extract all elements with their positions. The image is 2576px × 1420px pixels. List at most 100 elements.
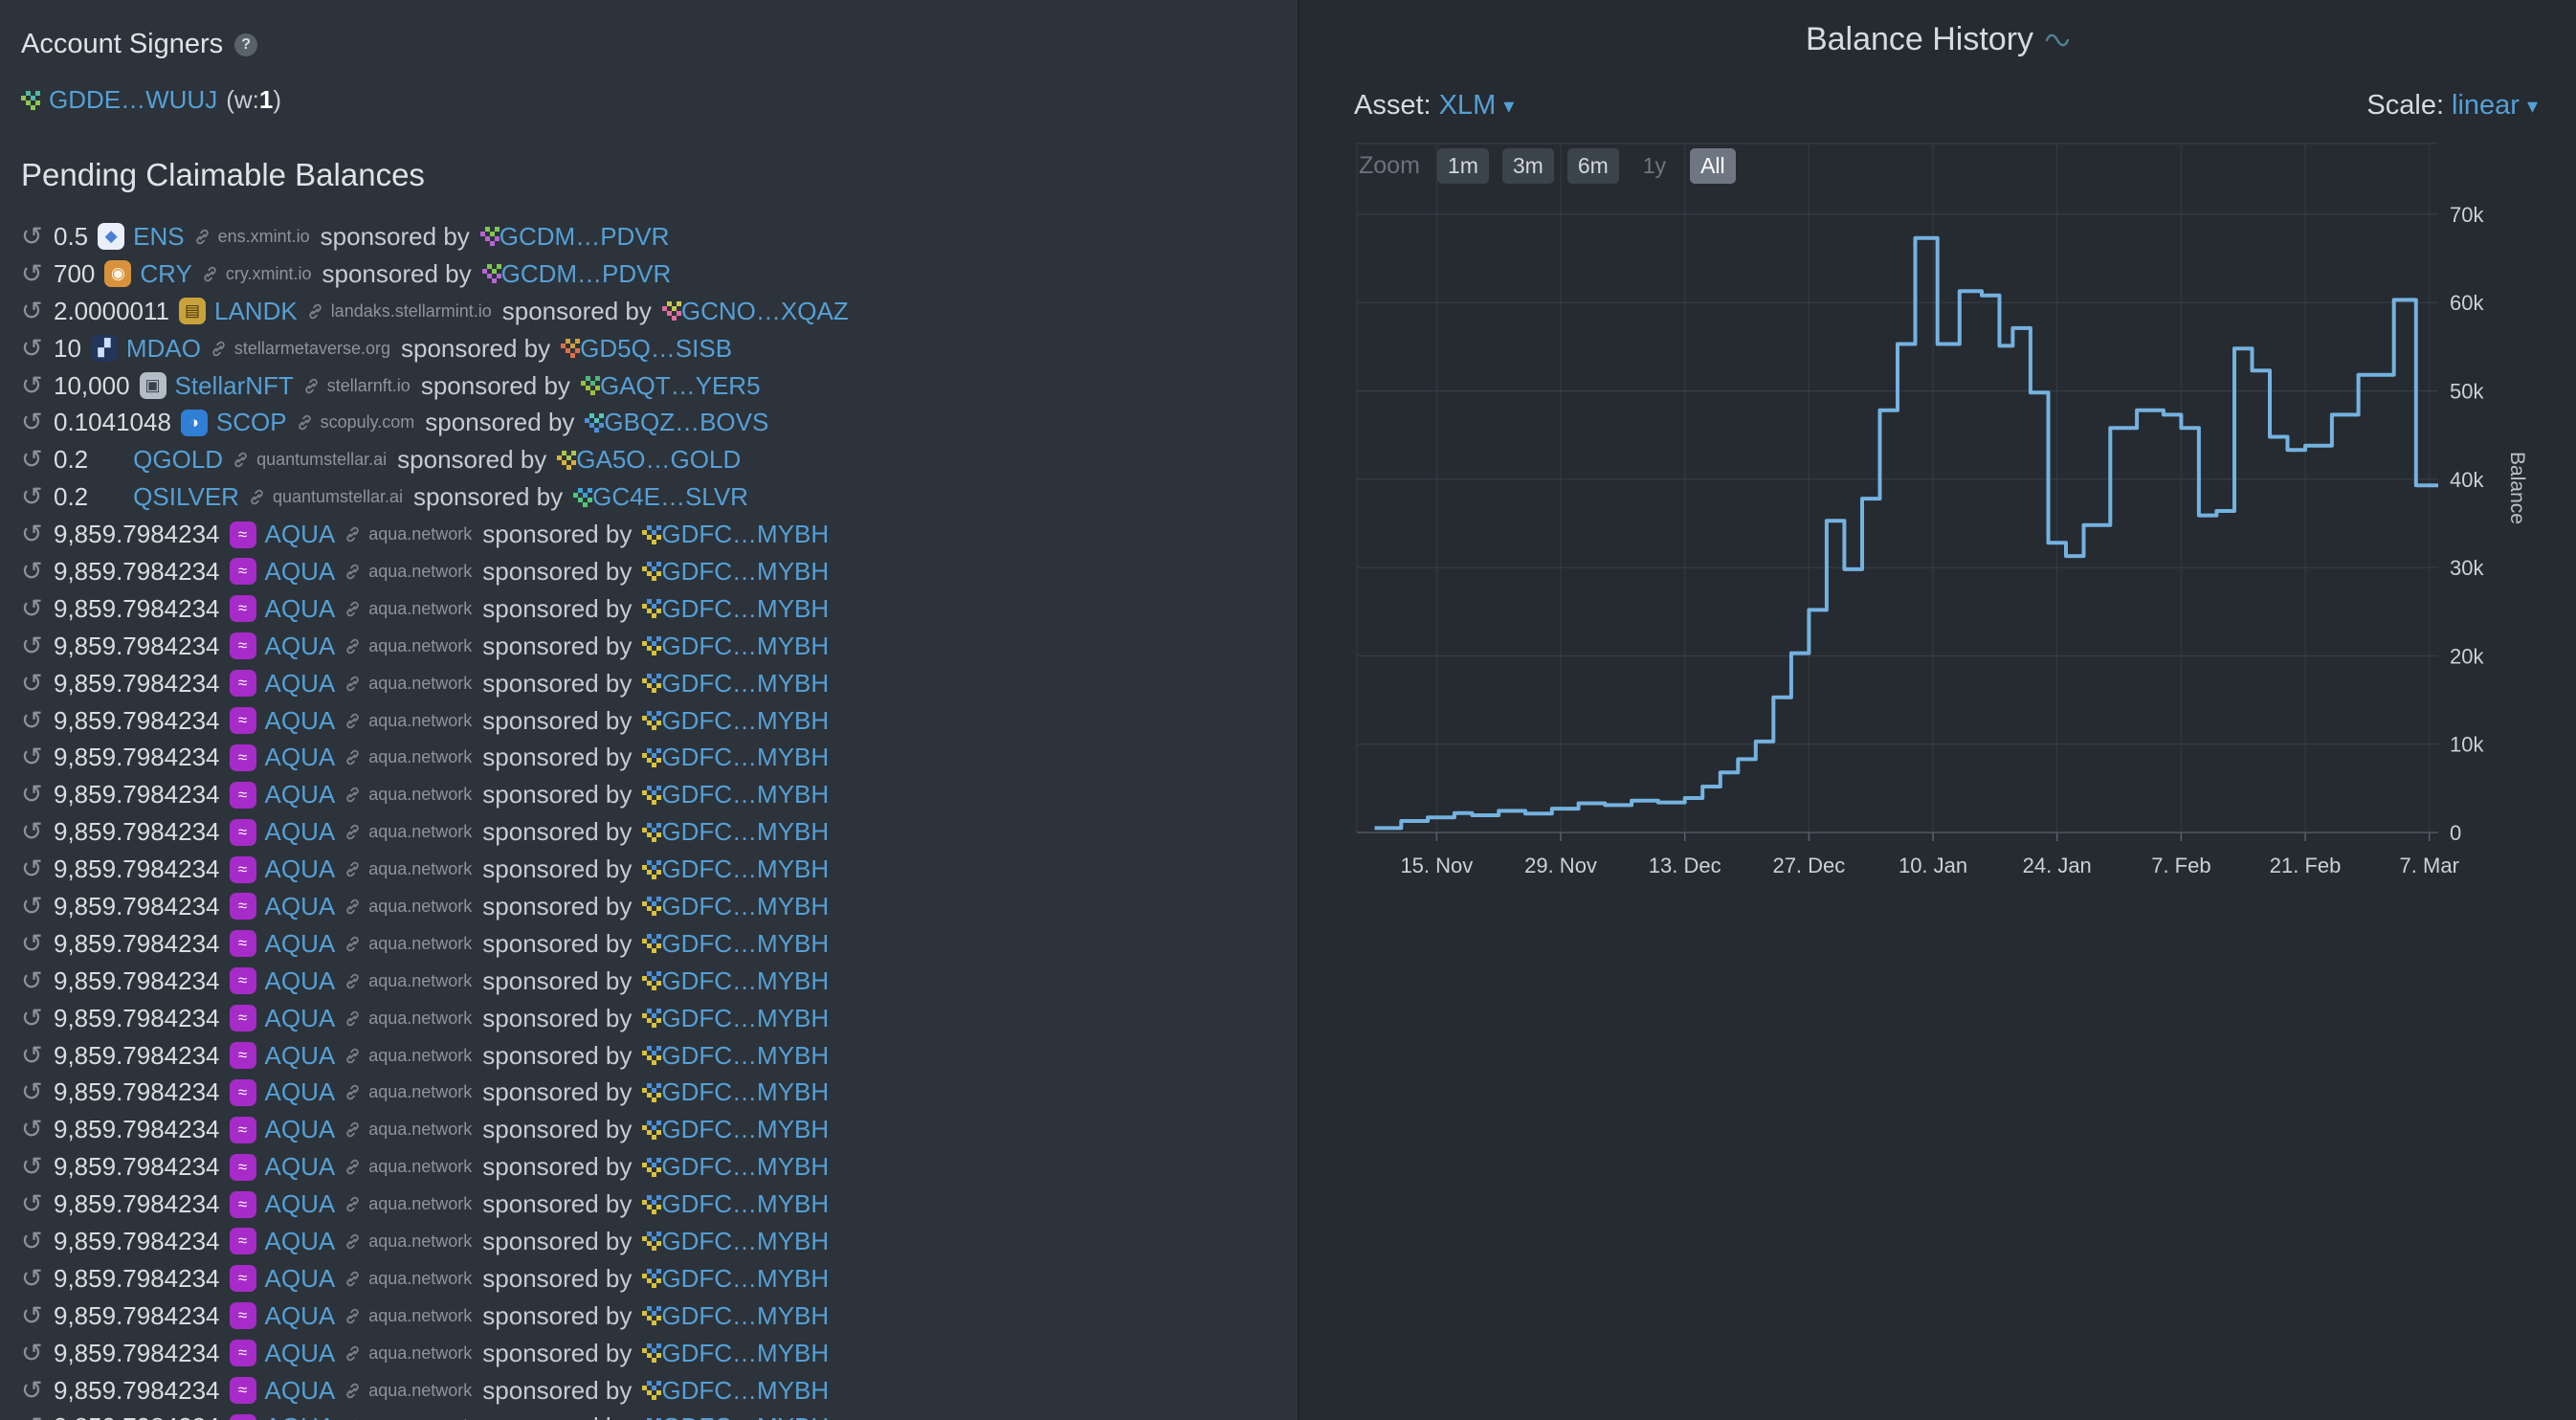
asset-domain: cry.xmint.io xyxy=(225,263,312,283)
asset-code-link[interactable]: AQUA xyxy=(264,520,336,549)
asset-code-link[interactable]: CRY xyxy=(140,258,192,288)
sponsor-address-link[interactable]: GDFC…MYBH xyxy=(661,1338,830,1367)
link-icon xyxy=(344,786,362,804)
aqua-asset-icon: ≈ xyxy=(229,781,256,809)
aqua-asset-icon: ≈ xyxy=(229,1005,256,1032)
asset-code-link[interactable]: AQUA xyxy=(264,631,336,660)
asset-code-link[interactable]: AQUA xyxy=(264,965,336,995)
sponsor-address-link[interactable]: GDFC…MYBH xyxy=(661,1077,830,1107)
balance-amount: 9,859.7984234 xyxy=(54,817,220,847)
asset-domain: scopuly.com xyxy=(320,412,415,433)
asset-code-link[interactable]: AQUA xyxy=(264,743,336,772)
asset-code-link[interactable]: AQUA xyxy=(264,668,336,698)
sponsor-address-link[interactable]: GDFC…MYBH xyxy=(661,1040,830,1070)
signer-address-link[interactable]: GDDE…WUUJ xyxy=(49,85,218,114)
sponsor-address-link[interactable]: GA5O…GOLD xyxy=(576,445,742,475)
sponsor-address-link[interactable]: GAQT…YER5 xyxy=(599,370,761,400)
zoom-1m-button[interactable]: 1m xyxy=(1436,148,1489,184)
sponsored-by-label: sponsored by xyxy=(401,333,551,363)
asset-code-link[interactable]: AQUA xyxy=(264,928,336,958)
asset-code-link[interactable]: QGOLD xyxy=(133,445,224,475)
asset-code-link[interactable]: LANDK xyxy=(213,296,298,325)
asset-code-link[interactable]: AQUA xyxy=(265,1412,336,1420)
asset-code-link[interactable]: AQUA xyxy=(264,1300,336,1330)
sponsor-address-link[interactable]: GCDM…PDVR xyxy=(500,258,672,288)
sponsor-address-link[interactable]: GDFC…MYBH xyxy=(661,631,830,660)
sponsor-address-link[interactable]: GDFC…MYBH xyxy=(661,1263,830,1293)
sponsor-address-link[interactable]: GDFC…MYBH xyxy=(661,780,830,810)
sponsor-address-link[interactable]: GDFC…MYBH xyxy=(661,1226,830,1255)
asset-domain: aqua.network xyxy=(368,859,473,879)
asset-code-link[interactable]: AQUA xyxy=(264,1152,336,1182)
asset-code-link[interactable]: AQUA xyxy=(264,1226,336,1255)
sponsor-address-link[interactable]: GCDM…PDVR xyxy=(499,221,670,251)
asset-code-link[interactable]: AQUA xyxy=(264,1003,336,1032)
sponsored-by-label: sponsored by xyxy=(482,928,633,958)
zoom-6m-button[interactable]: 6m xyxy=(1566,148,1619,184)
asset-code-link[interactable]: AQUA xyxy=(264,1115,336,1144)
asset-code-link[interactable]: AQUA xyxy=(264,1040,336,1070)
claimable-balance-row: ↺ 9,859.7984234 ≈ AQUA aqua.network spon… xyxy=(21,1372,1298,1409)
asset-domain: aqua.network xyxy=(368,1231,473,1251)
asset-code-link[interactable]: StellarNFT xyxy=(174,370,294,400)
sponsor-address-link[interactable]: GDFC…MYBH xyxy=(661,668,830,698)
asset-code-link[interactable]: AQUA xyxy=(264,780,336,810)
sponsor-address-link[interactable]: GDFC…MYBH xyxy=(661,1189,830,1219)
asset-code-link[interactable]: ENS xyxy=(133,221,185,251)
sponsor-identicon xyxy=(642,971,662,991)
sponsor-address-link[interactable]: GDFC…MYBH xyxy=(661,854,830,884)
claimable-balance-list[interactable]: ↺ 0.5 ◆ ENS ens.xmint.io sponsored by GC… xyxy=(21,218,1298,1420)
sponsor-address-link[interactable]: GDFC…MYBH xyxy=(661,1003,830,1032)
sponsor-identicon xyxy=(642,1231,662,1252)
sponsor-address-link[interactable]: GDFC…MYBH xyxy=(661,556,830,586)
asset-code-link[interactable]: AQUA xyxy=(264,1077,336,1107)
asset-code-link[interactable]: QSILVER xyxy=(133,482,239,512)
sponsor-address-link[interactable]: GDFC…MYBH xyxy=(661,705,830,735)
balance-chart-svg[interactable]: 15. Nov 29. Nov 13. Dec 27. Dec 10. Jan 24. J… xyxy=(1299,132,2576,898)
asset-code-link[interactable]: AQUA xyxy=(264,817,336,847)
sponsor-address-link[interactable]: GDFC…MYBH xyxy=(661,1300,830,1330)
sponsor-address-link[interactable]: GDFC…MYBH xyxy=(661,593,830,623)
zoom-3m-button[interactable]: 3m xyxy=(1501,148,1554,184)
sponsor-address-link[interactable]: GDFC…MYBH xyxy=(661,965,830,995)
sponsor-address-link[interactable]: GDFC…MYBH xyxy=(661,520,830,549)
asset-code-link[interactable]: MDAO xyxy=(125,333,201,363)
history-clock-icon: ↺ xyxy=(21,556,43,586)
x-axis-label: 7. Mar xyxy=(2400,854,2459,877)
asset-select[interactable]: Asset: XLM ▾ xyxy=(1354,90,1514,122)
sponsor-address-link[interactable]: GDFC…MYBH xyxy=(661,743,830,772)
zoom-all-button[interactable]: All xyxy=(1690,148,1736,184)
sponsor-address-link[interactable]: GBQZ…BOVS xyxy=(604,408,769,437)
asset-code-link[interactable]: AQUA xyxy=(264,1338,336,1367)
asset-code-link[interactable]: AQUA xyxy=(264,854,336,884)
sponsored-by-label: sponsored by xyxy=(413,482,564,512)
asset-code-link[interactable]: AQUA xyxy=(264,593,336,623)
help-icon[interactable]: ? xyxy=(234,33,258,56)
asset-code-link[interactable]: AQUA xyxy=(264,556,336,586)
sponsor-address-link[interactable]: GDFC…MYBH xyxy=(661,928,830,958)
sponsor-address-link[interactable]: GDFC…MYBH xyxy=(661,1115,830,1144)
link-icon xyxy=(344,1382,362,1400)
sponsor-address-link[interactable]: GDFC…MYBH xyxy=(661,891,830,921)
sponsor-address-link[interactable]: GC4E…SLVR xyxy=(592,482,748,512)
signer-identicon xyxy=(21,90,40,110)
aqua-asset-icon: ≈ xyxy=(229,1302,256,1330)
asset-code-link[interactable]: SCOP xyxy=(215,408,287,437)
sponsor-address-link[interactable]: GD5Q…SISB xyxy=(580,333,733,363)
asset-code-link[interactable]: AQUA xyxy=(264,1375,336,1405)
scale-select[interactable]: Scale: linear ▾ xyxy=(2366,90,2538,122)
sponsor-address-link[interactable]: GCNO…XQAZ xyxy=(680,296,849,325)
balance-amount: 9,859.7984234 xyxy=(54,1375,220,1405)
sponsored-by-label: sponsored by xyxy=(482,1226,633,1255)
sponsor-address-link[interactable]: GDFC…MYBH xyxy=(661,1412,829,1420)
sponsor-address-link[interactable]: GDFC…MYBH xyxy=(661,1152,830,1182)
history-clock-icon: ↺ xyxy=(21,1412,52,1420)
sponsor-identicon xyxy=(573,487,593,507)
asset-code-link[interactable]: AQUA xyxy=(264,1263,336,1293)
asset-code-link[interactable]: AQUA xyxy=(264,891,336,921)
balance-amount: 9,859.7984234 xyxy=(54,928,220,958)
sponsor-address-link[interactable]: GDFC…MYBH xyxy=(661,1375,830,1405)
asset-code-link[interactable]: AQUA xyxy=(264,705,336,735)
sponsor-address-link[interactable]: GDFC…MYBH xyxy=(661,817,830,847)
asset-code-link[interactable]: AQUA xyxy=(264,1189,336,1219)
